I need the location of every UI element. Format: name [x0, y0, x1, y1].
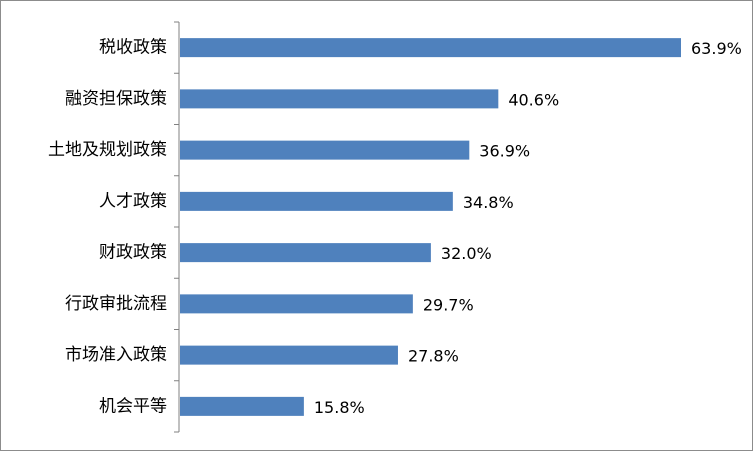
bar: [180, 243, 431, 263]
category-labels: 税收政策融资担保政策土地及规划政策人才政策财政政策行政审批流程市场准入政策机会平…: [48, 38, 167, 417]
bar: [180, 345, 398, 365]
bars-group: [180, 38, 681, 416]
bar: [180, 191, 453, 211]
category-label: 市场准入政策: [65, 345, 167, 365]
value-label: 34.8%: [463, 193, 514, 212]
category-label: 财政政策: [99, 243, 167, 263]
category-label: 土地及规划政策: [48, 140, 167, 160]
value-label: 27.8%: [408, 347, 459, 366]
category-label: 人才政策: [99, 191, 167, 211]
value-label: 29.7%: [423, 295, 474, 314]
category-label: 机会平等: [99, 396, 167, 416]
value-label: 40.6%: [508, 90, 559, 109]
value-labels: 63.9% 40.6% 36.9% 34.8% 32.0% 29.7% 27.8% 15.8%: [314, 39, 742, 417]
y-axis-ticks: [174, 21, 179, 433]
bar: [180, 89, 499, 109]
category-label: 行政审批流程: [65, 294, 167, 314]
category-label: 融资担保政策: [65, 89, 167, 109]
value-label: 32.0%: [441, 244, 492, 263]
value-label: 63.9%: [691, 39, 742, 58]
bar: [180, 396, 304, 416]
value-label: 15.8%: [314, 398, 365, 417]
value-label: 36.9%: [479, 142, 530, 161]
bar: [180, 140, 470, 160]
bar: [180, 294, 413, 314]
bar: [180, 38, 681, 58]
category-label: 税收政策: [99, 38, 167, 58]
